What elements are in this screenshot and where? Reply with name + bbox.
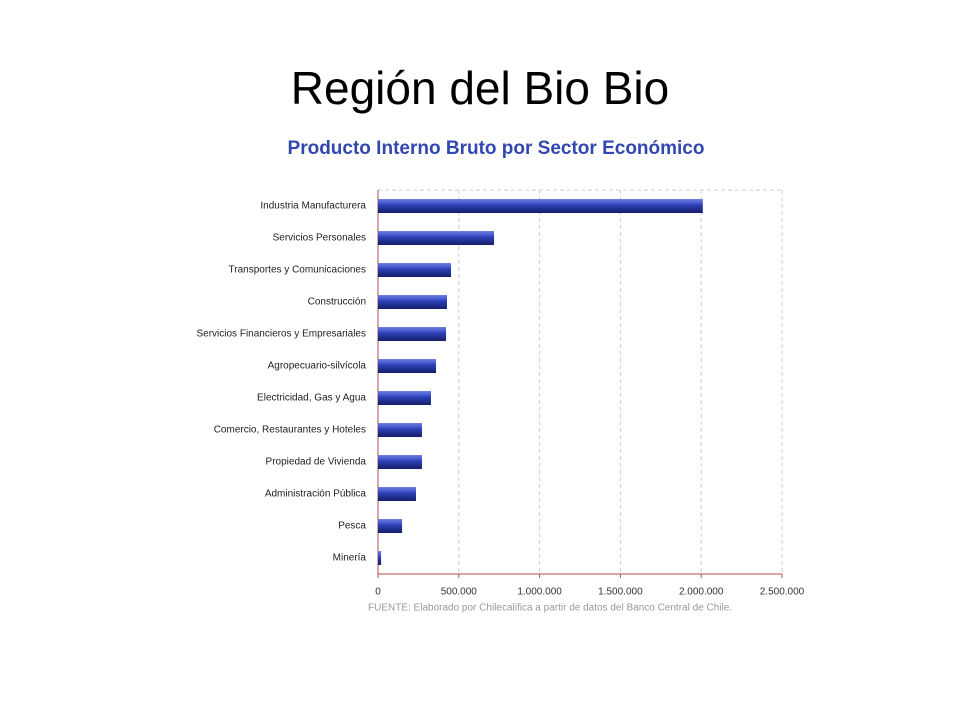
y-tick-label: Construcción <box>308 297 366 308</box>
source-note: FUENTE: Elaborado por Chilecalifica a pa… <box>368 603 732 614</box>
y-tick-label: Comercio, Restaurantes y Hoteles <box>214 425 366 436</box>
y-tick-label: Transportes y Comunicaciones <box>229 265 366 276</box>
bar <box>378 231 495 245</box>
y-tick-label: Administración Pública <box>265 489 367 500</box>
bar <box>378 551 382 565</box>
x-tick-label: 2.500.000 <box>760 587 805 598</box>
x-tick-label: 1.500.000 <box>598 587 643 598</box>
bar <box>378 487 416 501</box>
x-tick-label: 2.000.000 <box>679 587 724 598</box>
bar <box>378 391 432 405</box>
bar <box>378 263 452 277</box>
bar <box>378 423 422 437</box>
bar <box>378 327 447 341</box>
y-tick-label: Servicios Personales <box>273 233 366 244</box>
slide-title: Región del Bio Bio <box>291 62 669 114</box>
bar <box>378 359 437 373</box>
y-tick-label: Pesca <box>338 521 366 532</box>
y-tick-label: Industria Manufacturera <box>260 201 366 212</box>
bar <box>378 519 403 533</box>
y-tick-label: Minería <box>333 553 367 564</box>
x-tick-label: 500.000 <box>441 587 478 598</box>
y-tick-label: Electricidad, Gas y Agua <box>257 393 366 404</box>
y-tick-label: Propiedad de Vivienda <box>266 457 367 468</box>
bar <box>378 199 703 213</box>
bar <box>378 455 422 469</box>
bar <box>378 295 448 309</box>
y-tick-label: Agropecuario-silvícola <box>268 361 367 372</box>
y-tick-label: Servicios Financieros y Empresariales <box>196 329 366 340</box>
chart-title: Producto Interno Bruto por Sector Económ… <box>288 138 705 159</box>
x-tick-label: 1.000.000 <box>517 587 562 598</box>
x-tick-label: 0 <box>375 587 381 598</box>
